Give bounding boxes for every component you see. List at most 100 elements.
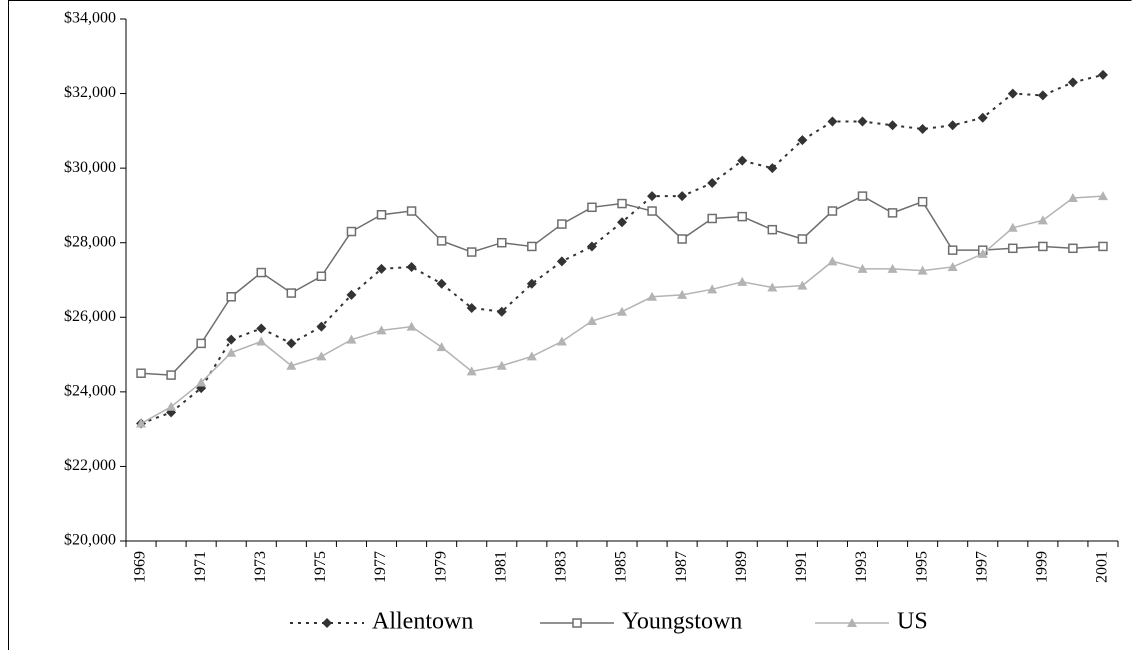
data-point: [256, 336, 267, 346]
x-tick-label: 1997: [973, 551, 990, 583]
data-point: [376, 210, 387, 220]
data-point: [286, 360, 297, 370]
data-point: [947, 245, 958, 255]
data-point: [376, 263, 387, 274]
data-point: [707, 284, 718, 294]
data-point: [256, 323, 267, 334]
data-point: [857, 116, 868, 127]
data-point: [136, 418, 147, 428]
data-point: [1097, 191, 1108, 201]
data-point: [436, 342, 447, 352]
y-tick-label: $26,000: [64, 308, 116, 325]
data-point: [466, 366, 477, 376]
data-point: [557, 219, 567, 229]
data-point: [707, 178, 718, 189]
data-point: [256, 267, 267, 278]
y-tick-label: $34,000: [64, 10, 116, 27]
data-point: [737, 155, 748, 166]
x-tick-label: 1991: [793, 551, 810, 583]
data-point: [466, 302, 477, 313]
data-point: [917, 265, 928, 275]
data-point: [767, 224, 778, 235]
data-point: [196, 377, 207, 387]
data-point: [1007, 222, 1018, 232]
data-point: [1097, 69, 1108, 80]
data-point: [496, 306, 507, 317]
data-point: [947, 120, 958, 131]
data-point: [346, 289, 357, 300]
data-point: [286, 338, 297, 349]
legend-label: US: [897, 609, 928, 635]
data-point: [226, 347, 237, 357]
data-point: [586, 241, 597, 252]
data-point: [496, 360, 507, 370]
data-point: [1037, 90, 1048, 101]
legend-label: Allentown: [372, 609, 473, 635]
data-point: [556, 336, 567, 346]
x-tick-label: 1977: [372, 551, 389, 583]
data-point: [1067, 192, 1078, 202]
data-point: [797, 280, 808, 290]
data-point: [436, 236, 447, 246]
x-tick-label: 1981: [492, 551, 509, 583]
data-point: [1068, 243, 1078, 254]
data-point: [617, 198, 627, 209]
data-point: [797, 135, 808, 146]
data-point: [767, 282, 778, 292]
data-point: [677, 289, 688, 299]
data-point: [1038, 241, 1048, 252]
legend-marker: [322, 618, 332, 628]
x-tick-label: 1995: [913, 551, 930, 583]
data-point: [286, 288, 297, 298]
data-point: [827, 116, 838, 127]
x-tick-label: 1971: [192, 551, 209, 583]
data-point: [346, 334, 357, 344]
data-point: [647, 191, 658, 202]
data-point: [466, 247, 477, 257]
data-point: [707, 213, 717, 224]
x-tick-label: 1973: [252, 551, 269, 583]
data-point: [647, 291, 658, 301]
data-point: [406, 261, 417, 272]
data-point: [526, 278, 537, 289]
data-point: [556, 256, 567, 267]
x-tick-label: 1985: [613, 551, 630, 583]
data-point: [1007, 88, 1018, 99]
data-point: [526, 351, 537, 361]
data-point: [737, 211, 747, 222]
data-point: [857, 263, 868, 273]
data-point: [436, 278, 447, 289]
data-point: [196, 338, 206, 349]
data-point: [887, 120, 898, 131]
data-point: [346, 226, 357, 237]
data-point: [587, 202, 597, 213]
data-point: [797, 234, 808, 244]
x-tick-label: 1989: [733, 551, 750, 583]
x-tick-label: 1979: [432, 551, 449, 583]
data-point: [497, 237, 507, 248]
data-point: [647, 206, 657, 216]
data-point: [1008, 243, 1018, 254]
data-point: [1037, 215, 1048, 225]
data-point: [617, 217, 627, 228]
data-point: [617, 306, 627, 316]
data-point: [316, 271, 327, 282]
data-point: [827, 206, 838, 216]
data-point: [316, 321, 327, 332]
data-point: [226, 334, 237, 345]
data-point: [166, 401, 177, 411]
legend-marker: [572, 618, 582, 628]
legend-marker: [847, 618, 857, 627]
data-point: [316, 351, 327, 361]
chart-frame: [8, 0, 1132, 650]
data-point: [527, 241, 537, 252]
y-tick-label: $30,000: [64, 159, 116, 176]
data-point: [887, 208, 898, 218]
y-tick-label: $32,000: [64, 84, 116, 101]
x-tick-label: 1983: [553, 551, 570, 583]
data-point: [677, 191, 688, 202]
data-point: [857, 191, 868, 201]
x-tick-label: 1993: [853, 551, 870, 583]
data-point: [1067, 77, 1078, 88]
data-point: [737, 276, 748, 286]
